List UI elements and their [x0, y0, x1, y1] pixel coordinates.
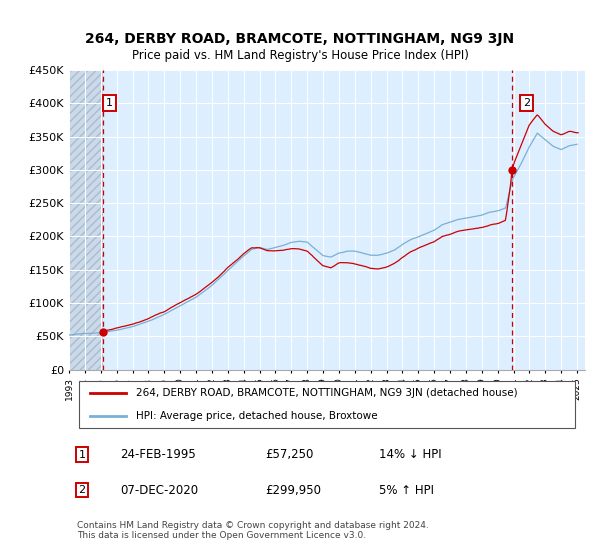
- Text: 264, DERBY ROAD, BRAMCOTE, NOTTINGHAM, NG9 3JN (detached house): 264, DERBY ROAD, BRAMCOTE, NOTTINGHAM, N…: [136, 388, 518, 398]
- Text: £57,250: £57,250: [265, 449, 313, 461]
- Text: HPI: Average price, detached house, Broxtowe: HPI: Average price, detached house, Brox…: [136, 412, 378, 421]
- Text: 2: 2: [79, 485, 85, 495]
- Text: 5% ↑ HPI: 5% ↑ HPI: [379, 483, 434, 497]
- Text: 1: 1: [106, 98, 113, 108]
- Text: 07-DEC-2020: 07-DEC-2020: [121, 483, 199, 497]
- Text: 264, DERBY ROAD, BRAMCOTE, NOTTINGHAM, NG9 3JN: 264, DERBY ROAD, BRAMCOTE, NOTTINGHAM, N…: [85, 32, 515, 46]
- Text: 1: 1: [79, 450, 85, 460]
- Text: 24-FEB-1995: 24-FEB-1995: [121, 449, 196, 461]
- Text: Price paid vs. HM Land Registry's House Price Index (HPI): Price paid vs. HM Land Registry's House …: [131, 49, 469, 62]
- Text: 14% ↓ HPI: 14% ↓ HPI: [379, 449, 441, 461]
- Bar: [69, 70, 103, 370]
- Text: £299,950: £299,950: [265, 483, 321, 497]
- FancyBboxPatch shape: [79, 381, 575, 428]
- Text: Contains HM Land Registry data © Crown copyright and database right 2024.
This d: Contains HM Land Registry data © Crown c…: [77, 521, 428, 540]
- Text: 2: 2: [523, 98, 530, 108]
